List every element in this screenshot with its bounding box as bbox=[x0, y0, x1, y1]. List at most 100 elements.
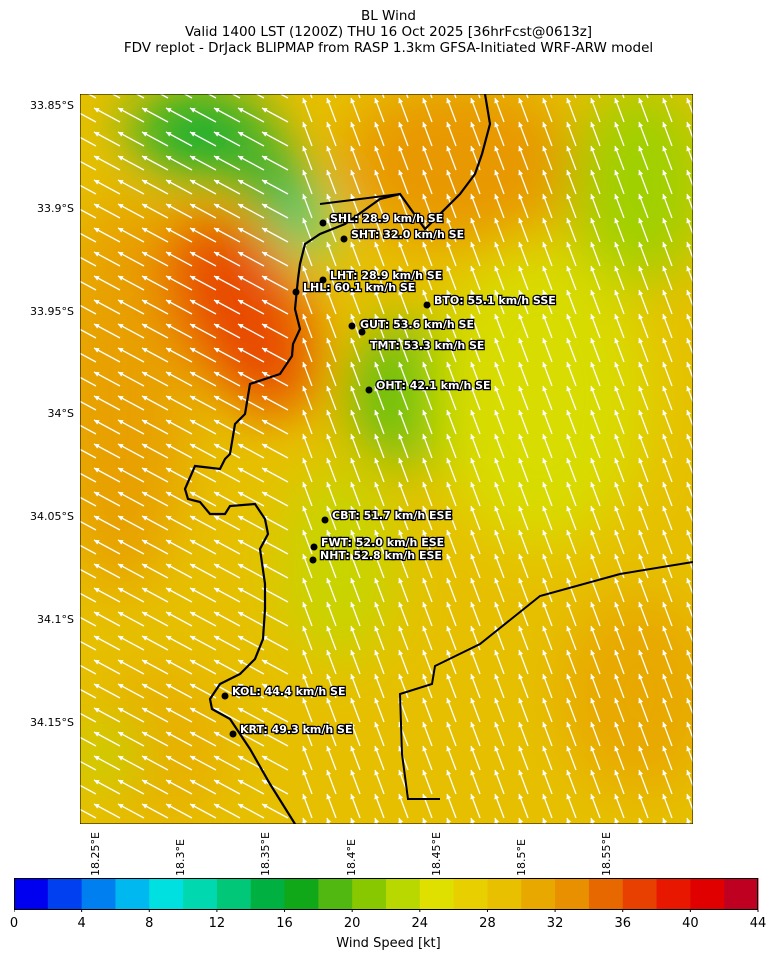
wind-arrow-head bbox=[190, 684, 196, 689]
wind-arrow-head bbox=[142, 156, 148, 161]
station-fwt[interactable]: FWT: 52.0 km/h ESE bbox=[310, 535, 445, 551]
wind-arrow-head bbox=[662, 530, 668, 536]
wind-arrow-head bbox=[398, 218, 404, 224]
wind-arrow-head bbox=[470, 434, 476, 440]
wind-arrow-head bbox=[214, 636, 220, 641]
wind-arrow-head bbox=[422, 554, 428, 560]
wind-arrow-head bbox=[166, 516, 172, 521]
wind-arrow-head bbox=[638, 674, 644, 680]
wind-arrow-head bbox=[262, 180, 268, 185]
wind-arrow bbox=[80, 568, 97, 579]
wind-arrow-head bbox=[262, 108, 268, 113]
station-lht[interactable]: LHT: 28.9 km/h SE bbox=[319, 268, 443, 284]
wind-arrow-head bbox=[326, 122, 332, 128]
wind-arrow-head bbox=[350, 722, 356, 728]
wind-arrow-head bbox=[470, 338, 476, 344]
wind-arrow-head bbox=[374, 482, 380, 488]
wind-arrow-head bbox=[446, 794, 452, 800]
wind-arrow-head bbox=[638, 650, 644, 656]
colorbar-bin bbox=[47, 878, 83, 910]
station-lhl[interactable]: LHL: 60.1 km/h SE bbox=[292, 280, 417, 296]
wind-arrow-head bbox=[190, 492, 196, 497]
wind-arrow-head bbox=[350, 698, 356, 704]
wind-arrow-head bbox=[422, 170, 428, 176]
wind-arrow bbox=[80, 520, 97, 531]
wind-arrow-head bbox=[662, 242, 668, 248]
wind-arrow-head bbox=[94, 612, 100, 617]
wind-arrow-head bbox=[566, 458, 572, 464]
station-nht[interactable]: NHT: 52.8 km/h ESE bbox=[309, 548, 443, 564]
wind-arrow-head bbox=[686, 770, 692, 776]
wind-arrow-head bbox=[374, 314, 380, 320]
wind-arrow-head bbox=[350, 650, 356, 656]
wind-arrow-head bbox=[118, 588, 124, 593]
station-kol[interactable]: KOL: 44.4 km/h SE bbox=[221, 684, 347, 700]
wind-arrow-head bbox=[566, 746, 572, 752]
wind-arrow-head bbox=[166, 780, 172, 785]
station-bto[interactable]: BTO: 55.1 km/h SSE bbox=[423, 293, 557, 309]
wind-arrow-head bbox=[566, 578, 572, 584]
wind-arrow-head bbox=[302, 674, 308, 680]
wind-arrow-head bbox=[398, 818, 404, 824]
wind-arrow-head bbox=[518, 386, 524, 392]
wind-arrow-head bbox=[398, 410, 404, 416]
wind-arrow-head bbox=[118, 660, 124, 665]
wind-arrow-head bbox=[518, 170, 524, 176]
wind-arrow-head bbox=[614, 770, 620, 776]
station-gut[interactable]: GUT: 53.6 km/h SE bbox=[348, 317, 475, 332]
wind-arrow-head bbox=[638, 794, 644, 800]
wind-arrow-head bbox=[326, 602, 332, 608]
wind-arrow-head bbox=[118, 156, 124, 161]
wind-arrow-head bbox=[470, 218, 476, 224]
station-cbt[interactable]: CBT: 51.7 km/h ESE bbox=[321, 508, 453, 524]
wind-arrow-head bbox=[614, 602, 620, 608]
station-shl[interactable]: SHL: 28.9 km/h SE bbox=[319, 211, 444, 227]
wind-arrow-head bbox=[350, 266, 356, 272]
wind-arrow-head bbox=[566, 674, 572, 680]
wind-arrow-head bbox=[94, 396, 100, 401]
wind-arrow-head bbox=[446, 242, 452, 248]
wind-arrow-head bbox=[350, 338, 356, 344]
station-dot bbox=[365, 386, 373, 394]
wind-arrow-head bbox=[686, 794, 692, 800]
wind-arrow-head bbox=[590, 362, 596, 368]
wind-arrow-head bbox=[350, 98, 356, 104]
wind-arrow-head bbox=[614, 362, 620, 368]
wind-arrow-head bbox=[142, 756, 148, 761]
model-subtitle: FDV replot - DrJack BLIPMAP from RASP 1.… bbox=[123, 40, 654, 56]
wind-arrow-head bbox=[398, 434, 404, 440]
wind-arrow-head bbox=[470, 698, 476, 704]
wind-arrow-head bbox=[614, 674, 620, 680]
wind-arrow-head bbox=[638, 410, 644, 416]
wind-arrow-head bbox=[422, 674, 428, 680]
wind-arrow-head bbox=[94, 492, 100, 497]
wind-arrow bbox=[80, 304, 97, 315]
station-sht[interactable]: SHT: 32.0 km/h SE bbox=[340, 227, 465, 243]
wind-arrow-head bbox=[190, 732, 196, 737]
wind-arrow-head bbox=[638, 746, 644, 752]
wind-arrow-head bbox=[302, 338, 308, 344]
station-tmt[interactable]: TMT: 53.3 km/h SE bbox=[358, 328, 486, 353]
wind-arrow-head bbox=[214, 708, 220, 713]
station-krt[interactable]: KRT: 49.3 km/h SE bbox=[229, 722, 354, 738]
wind-arrow-head bbox=[262, 228, 268, 233]
wind-arrow bbox=[80, 424, 97, 435]
wind-arrow-head bbox=[566, 122, 572, 128]
wind-arrow-head bbox=[422, 434, 428, 440]
wind-arrow-head bbox=[686, 218, 692, 224]
wind-arrow-head bbox=[302, 410, 308, 416]
wind-arrow-head bbox=[590, 674, 596, 680]
wind-arrow-head bbox=[542, 602, 548, 608]
colorbar-bin bbox=[14, 878, 49, 910]
station-oht[interactable]: OHT: 42.1 km/h SE bbox=[365, 378, 492, 394]
wind-arrow-head bbox=[590, 794, 596, 800]
wind-arrow-head bbox=[470, 482, 476, 488]
wind-arrow-head bbox=[422, 530, 428, 536]
wind-arrow-head bbox=[302, 314, 308, 320]
wind-arrow-head bbox=[494, 698, 500, 704]
wind-arrow-head bbox=[190, 660, 196, 665]
wind-arrow-head bbox=[542, 170, 548, 176]
wind-arrow bbox=[279, 94, 289, 99]
wind-arrow-head bbox=[166, 252, 172, 257]
wind-arrow-head bbox=[302, 482, 308, 488]
